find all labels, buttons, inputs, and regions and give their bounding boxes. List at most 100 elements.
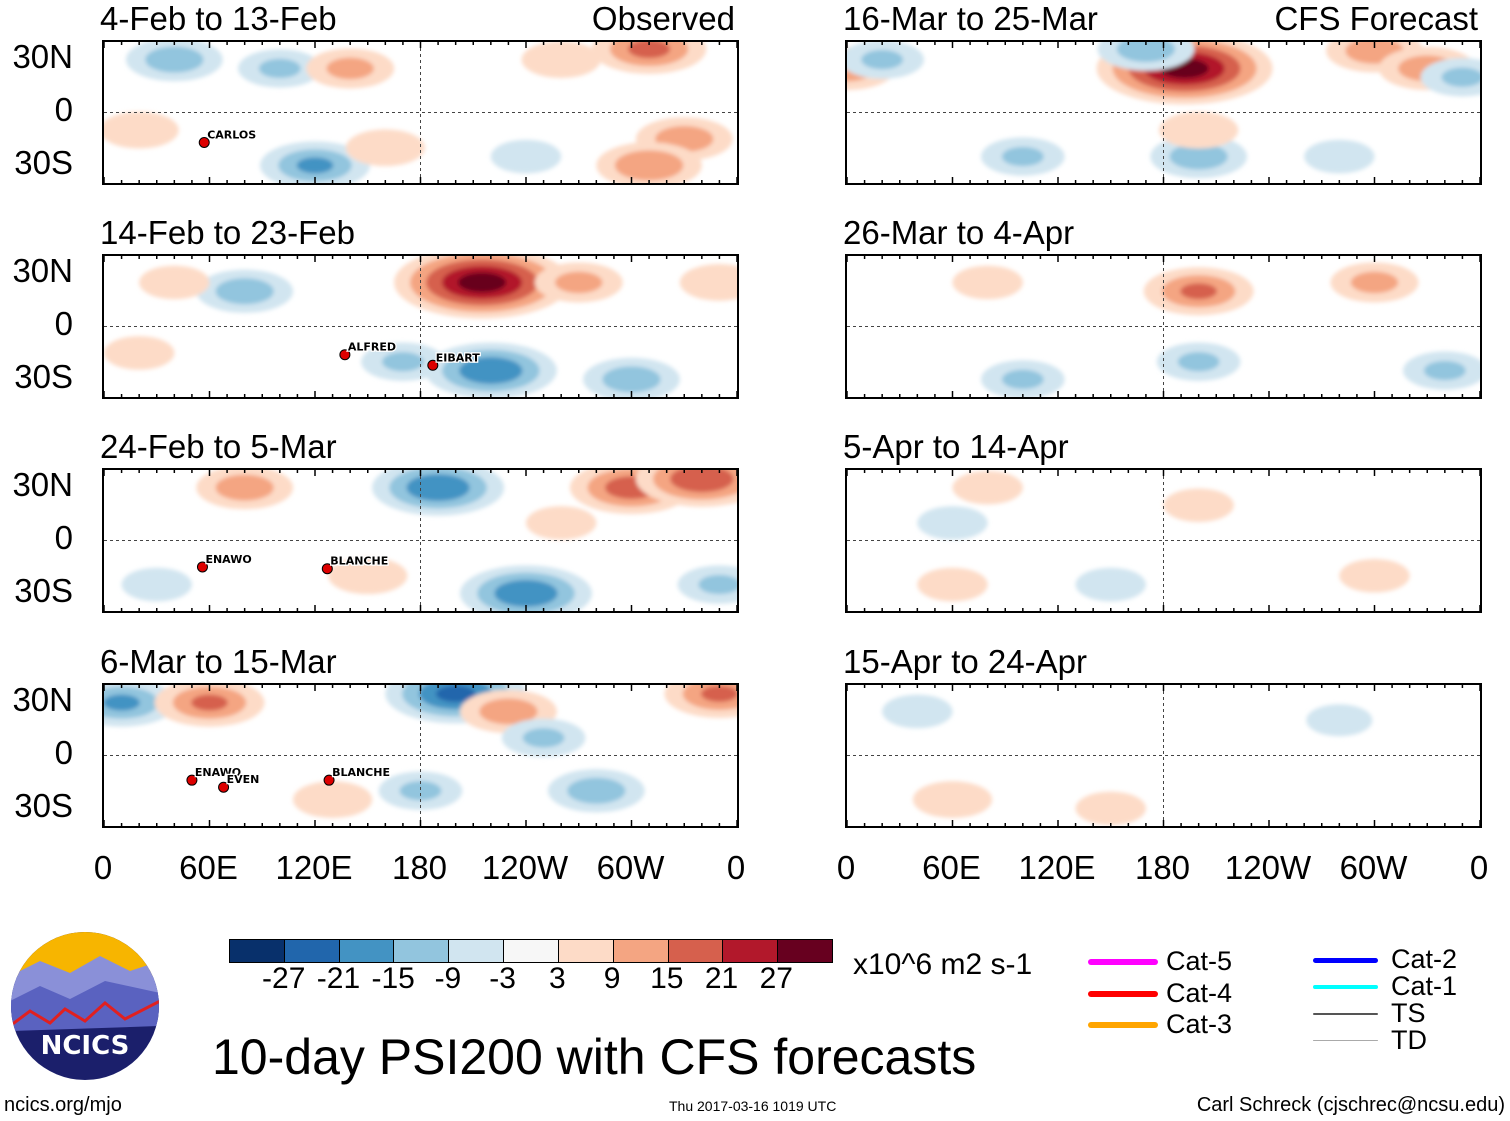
anomaly-contour <box>139 265 210 300</box>
colorbar-swatch <box>449 940 505 962</box>
colorbar-swatch <box>284 940 340 962</box>
lon-label: 60E <box>179 849 238 886</box>
anomaly-contour <box>1177 352 1220 372</box>
legend-label: Cat-1 <box>1391 971 1458 1001</box>
panel-title: 4-Feb to 13-Feb <box>100 0 337 37</box>
map-panel <box>845 254 1482 399</box>
anomaly-contour <box>1116 42 1175 63</box>
lon-label: 120E <box>1018 849 1096 886</box>
lat-label: 0 <box>54 734 73 771</box>
anomaly-contour <box>1306 704 1373 737</box>
storm-label: ENAWO <box>205 553 251 566</box>
colorbar-swatch <box>778 940 832 962</box>
anomaly-contour <box>521 42 601 79</box>
anomaly-contour <box>698 574 737 595</box>
anomaly-contour <box>1339 558 1410 593</box>
anomaly-contour <box>292 781 373 818</box>
lon-label: 0 <box>726 849 746 886</box>
colorbar-tick-label: -15 <box>371 962 415 995</box>
colorbar-tick-label: 3 <box>549 962 566 995</box>
legend-label: Cat-2 <box>1391 944 1458 974</box>
lat-label: 30N <box>12 681 73 718</box>
legend-line-cat-2 <box>1313 957 1378 963</box>
forecast-label: CFS Forecast <box>1274 0 1478 37</box>
storm-label: EVEN <box>227 773 260 786</box>
anomaly-contour <box>917 567 988 602</box>
anomaly-contour <box>328 557 408 595</box>
footer-timestamp: Thu 2017-03-16 1019 UTC <box>669 1098 837 1114</box>
lat-label: 30S <box>14 358 73 395</box>
lon-label: 60W <box>596 849 665 886</box>
storm-marker-icon <box>427 359 439 371</box>
map-panel: CARLOS <box>102 40 739 185</box>
colorbar-tick-label: 9 <box>603 962 621 995</box>
colorbar <box>229 939 833 963</box>
anomaly-contour <box>490 139 562 174</box>
anomaly-contour <box>628 42 671 59</box>
storm-marker-icon <box>186 774 198 786</box>
colorbar-tick-label: 21 <box>704 962 739 995</box>
colorbar-swatch <box>504 940 559 962</box>
anomaly-contour <box>104 694 140 711</box>
anomaly-contour <box>1163 488 1234 523</box>
colorbar-tick-label: -27 <box>262 962 306 995</box>
anomaly-contour <box>525 506 597 540</box>
anomaly-contour <box>567 777 626 804</box>
anomaly-contour <box>1304 139 1375 174</box>
panel-title: 14-Feb to 23-Feb <box>100 214 355 251</box>
anomaly-contour <box>1180 283 1217 300</box>
legend-line-td <box>1313 1040 1378 1042</box>
anomaly-contour <box>382 352 424 372</box>
lon-label: 0 <box>1469 849 1489 886</box>
panel-title: 26-Mar to 4-Apr <box>843 214 1075 251</box>
lat-label: 0 <box>54 91 73 128</box>
colorbar-swatch <box>558 940 614 962</box>
lon-label: 0 <box>93 849 113 886</box>
anomaly-contour <box>1001 146 1044 167</box>
anomaly-contour <box>952 470 1023 505</box>
panel-title: 6-Mar to 15-Mar <box>100 643 337 680</box>
map-panel <box>845 40 1482 185</box>
anomaly-contour <box>326 57 374 80</box>
anomaly-contour <box>458 272 507 293</box>
colorbar-tick-label: -3 <box>489 962 516 995</box>
storm-marker-icon <box>321 563 333 575</box>
legend-line-cat-1 <box>1313 985 1378 989</box>
lat-label: 30S <box>14 787 73 824</box>
storm-label: EIBART <box>436 351 480 364</box>
colorbar-swatch <box>668 940 724 962</box>
lon-label: 120E <box>275 849 353 886</box>
panel-title: 15-Apr to 24-Apr <box>843 643 1087 680</box>
anomaly-contour <box>145 46 204 73</box>
colorbar-units: x10^6 m2 s-1 <box>853 948 1033 981</box>
anomaly-contour <box>679 264 737 301</box>
colorbar-tick-label: -21 <box>316 962 361 995</box>
anomaly-contour <box>296 157 334 174</box>
anomaly-contour <box>1350 271 1399 294</box>
lon-label: 180 <box>391 849 448 886</box>
map-panel <box>845 468 1482 613</box>
lat-label: 30S <box>14 572 73 609</box>
panel-title: 5-Apr to 14-Apr <box>843 428 1069 465</box>
anomaly-contour <box>345 129 425 167</box>
ncics-logo: NCICS <box>11 932 159 1080</box>
anomaly-contour <box>614 150 684 181</box>
storm-label: CARLOS <box>207 128 256 141</box>
storm-marker-icon <box>218 781 230 793</box>
lat-label: 30N <box>12 466 73 503</box>
anomaly-contour <box>670 470 734 493</box>
anomaly-contour <box>1001 369 1044 389</box>
lon-label: 120W <box>1224 849 1312 886</box>
colorbar-swatch <box>723 940 779 962</box>
footer-link[interactable]: ncics.org/mjo <box>4 1094 122 1116</box>
storm-label: ALFRED <box>348 341 396 354</box>
map-panel: ENAWO EVEN BLANCHE <box>102 683 739 828</box>
storm-marker-icon <box>196 561 208 573</box>
anomaly-contour <box>602 366 661 393</box>
legend-label: TD <box>1391 1025 1427 1055</box>
anomaly-contour <box>121 567 192 602</box>
anomaly-contour <box>494 579 558 607</box>
storm-marker-icon <box>198 136 210 148</box>
legend-line-cat-5 <box>1088 959 1158 965</box>
